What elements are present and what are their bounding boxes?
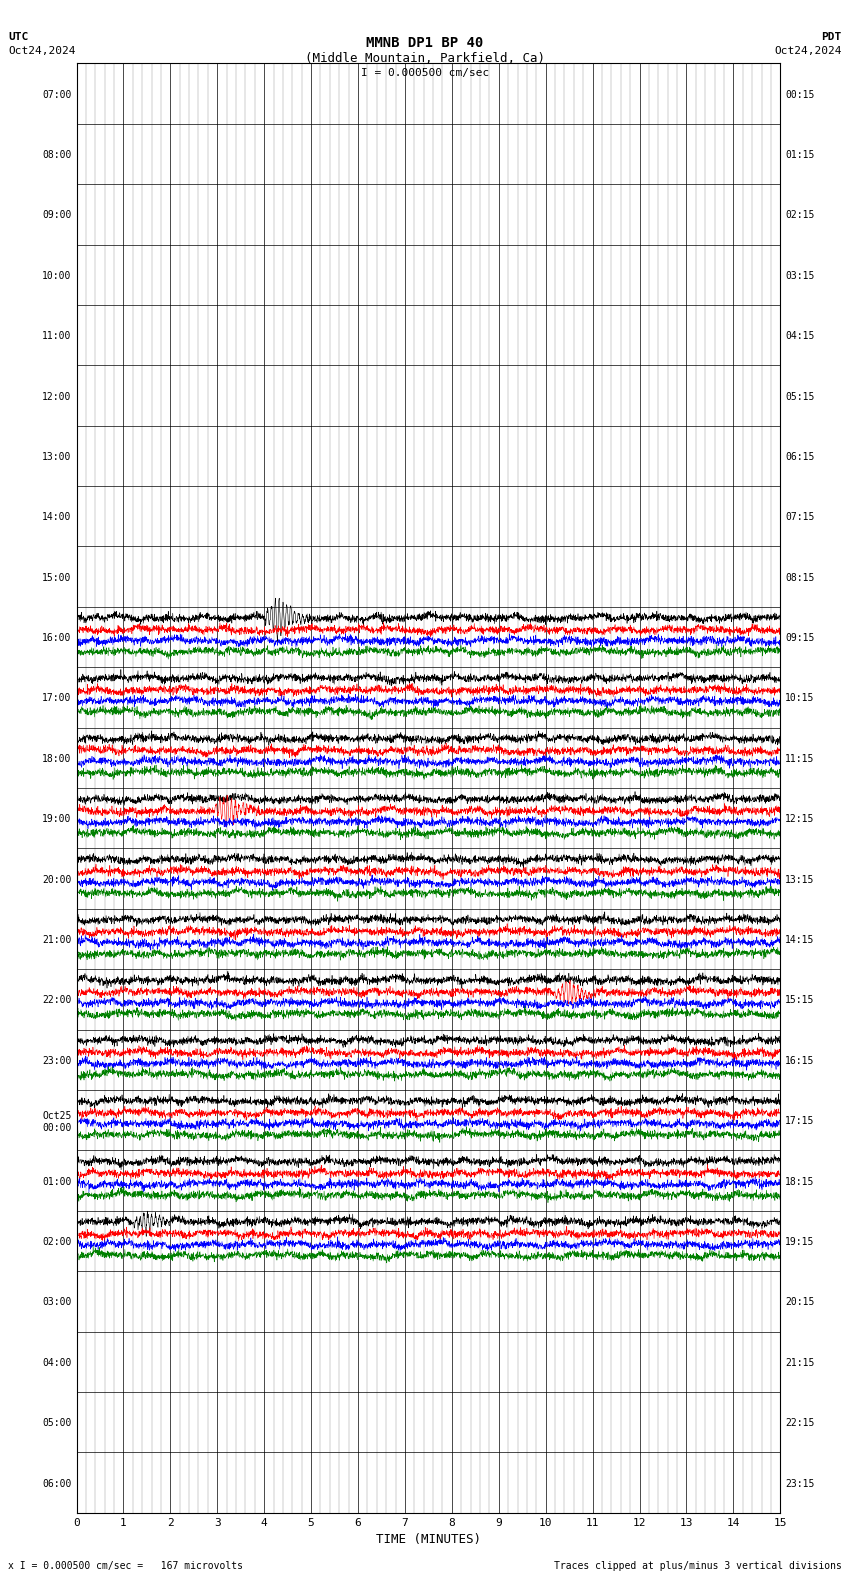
Text: Oct24,2024: Oct24,2024 (8, 46, 76, 55)
Text: PDT: PDT (821, 32, 842, 41)
Text: UTC: UTC (8, 32, 29, 41)
Text: x I = 0.000500 cm/sec =   167 microvolts: x I = 0.000500 cm/sec = 167 microvolts (8, 1562, 243, 1571)
Text: Oct24,2024: Oct24,2024 (774, 46, 842, 55)
Text: (Middle Mountain, Parkfield, Ca): (Middle Mountain, Parkfield, Ca) (305, 52, 545, 65)
Text: I = 0.000500 cm/sec: I = 0.000500 cm/sec (361, 68, 489, 78)
X-axis label: TIME (MINUTES): TIME (MINUTES) (376, 1533, 481, 1546)
Text: Traces clipped at plus/minus 3 vertical divisions: Traces clipped at plus/minus 3 vertical … (553, 1562, 842, 1571)
Text: MMNB DP1 BP 40: MMNB DP1 BP 40 (366, 36, 484, 51)
